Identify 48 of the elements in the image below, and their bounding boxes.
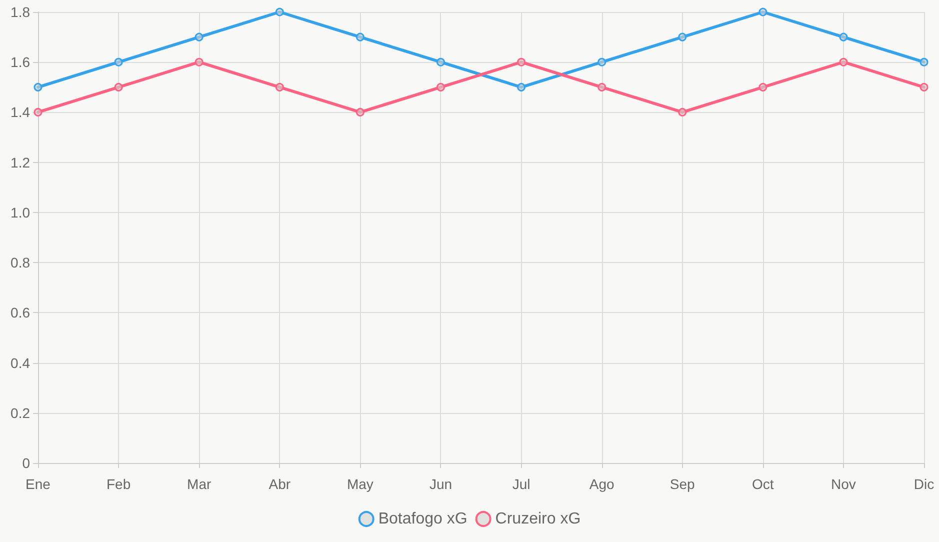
point bbox=[275, 82, 284, 92]
point bbox=[678, 108, 687, 116]
point bbox=[114, 82, 123, 92]
x-tick-label: May bbox=[346, 476, 374, 492]
point bbox=[920, 82, 928, 92]
x-tick-label: Jun bbox=[429, 476, 452, 492]
x-tick-label: Ene bbox=[26, 476, 51, 492]
x-tick-label: Feb bbox=[106, 476, 131, 492]
point bbox=[275, 8, 284, 16]
point bbox=[920, 58, 928, 66]
legend-label: Botafogo xG bbox=[378, 510, 468, 528]
y-tick-label: 0.8 bbox=[10, 254, 30, 271]
point bbox=[517, 58, 526, 66]
point bbox=[194, 32, 204, 42]
point bbox=[436, 58, 445, 66]
point bbox=[517, 82, 526, 92]
point bbox=[114, 58, 123, 66]
y-tick-label: 1.2 bbox=[10, 154, 30, 170]
y-tick-label: 0 bbox=[22, 455, 30, 471]
x-tick-label: Nov bbox=[831, 476, 856, 492]
point bbox=[678, 32, 687, 42]
y-tick-label: 0.6 bbox=[10, 304, 30, 321]
y-tick-label: 0.4 bbox=[10, 354, 30, 371]
x-tick-label: Jul bbox=[512, 476, 530, 492]
x-tick-label: Sep bbox=[670, 476, 696, 492]
y-tick-label: 1.6 bbox=[10, 54, 30, 70]
x-tick-label: Dic bbox=[914, 476, 934, 492]
point bbox=[194, 58, 204, 66]
point bbox=[34, 82, 42, 92]
point bbox=[839, 32, 848, 42]
point bbox=[356, 32, 364, 42]
point bbox=[356, 108, 364, 116]
point bbox=[839, 58, 848, 66]
x-tick-label: Mar bbox=[187, 476, 212, 492]
legend-label: Cruzeiro xG bbox=[495, 510, 581, 528]
point bbox=[758, 82, 768, 92]
x-tick-label: Abr bbox=[268, 476, 291, 492]
x-tick-label: Oct bbox=[752, 476, 774, 492]
point bbox=[34, 108, 42, 116]
point bbox=[598, 58, 606, 66]
x-tick-label: Ago bbox=[589, 476, 614, 492]
point bbox=[436, 82, 445, 92]
y-tick-label: 1.8 bbox=[10, 4, 30, 20]
y-tick-label: 0.2 bbox=[10, 404, 30, 421]
y-tick-label: 1.0 bbox=[10, 204, 30, 220]
y-tick-label: 1.4 bbox=[10, 104, 30, 120]
point bbox=[598, 82, 606, 92]
point bbox=[758, 8, 768, 16]
